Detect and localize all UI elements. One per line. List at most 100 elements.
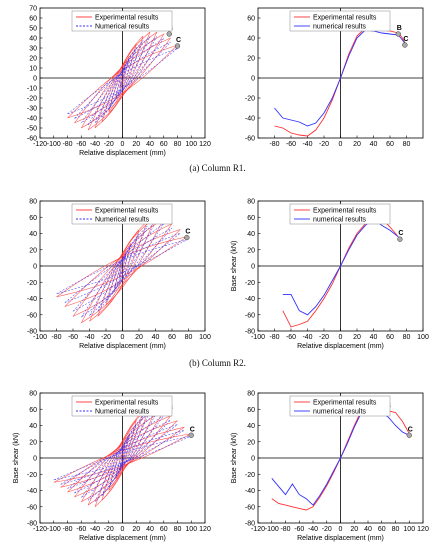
y-tick-label: 20: [247, 247, 255, 254]
y-tick-label: -20: [27, 472, 37, 479]
x-tick-label: -60: [294, 526, 304, 533]
hysteresis-loop-numerical: [74, 41, 171, 119]
hysteresis-loop-experimental: [67, 420, 178, 493]
x-tick-label: 80: [403, 334, 411, 341]
legend: [289, 395, 391, 417]
y-axis-title: Base shear (kN): [231, 241, 238, 292]
x-tick-label: 20: [135, 334, 143, 341]
x-axis-title: Relative displacement (mm): [79, 535, 166, 542]
hysteresis-loop-experimental: [108, 420, 137, 491]
y-tick-label: 60: [29, 407, 37, 414]
hysteresis-loop-numerical: [60, 429, 185, 485]
hysteresis-loop-experimental: [64, 229, 181, 307]
x-tick-label: -40: [302, 334, 312, 341]
x-tick-label: -100: [265, 526, 279, 533]
x-tick-label: 100: [185, 141, 197, 148]
x-tick-label: 0: [121, 141, 125, 148]
legend-label-numerical: numerical results: [313, 217, 366, 224]
legend-label-experimental: Experimental results: [313, 400, 377, 407]
x-axis-title: Relative displacement (mm): [79, 150, 166, 157]
chart-a-right: -80-60-40-20020406080-60-40-200204060ABC…: [245, 7, 424, 148]
chart-c-right: -120 -100 -80 -60 -40 -20 0 20 40 60 80 100 120-80-6…: [231, 391, 429, 543]
x-tick-label: 40: [370, 141, 378, 148]
x-tick-label: 20: [353, 334, 361, 341]
point-label-C: C: [403, 36, 408, 43]
x-tick-label: 40: [370, 334, 378, 341]
x-tick-label: -80: [269, 334, 279, 341]
x-tick-label: 120: [199, 141, 211, 148]
data-layer: [274, 27, 407, 137]
x-tick-label: 80: [392, 526, 400, 533]
y-tick-label: 20: [29, 439, 37, 446]
y-tick-label: -50: [27, 126, 37, 133]
hysteresis-loop-numerical: [87, 36, 158, 126]
x-tick-label: 80: [185, 334, 193, 341]
point-label-C: C: [190, 426, 195, 433]
x-tick-label: -60: [68, 334, 78, 341]
x-tick-label: -40: [90, 526, 100, 533]
legend: [71, 203, 173, 225]
legend: [71, 395, 173, 417]
x-tick-label: 120: [199, 526, 211, 533]
y-tick-label: 0: [251, 76, 255, 83]
y-tick-label: -10: [27, 86, 37, 93]
point-label-B: B: [397, 25, 402, 32]
x-tick-label: 60: [386, 334, 394, 341]
y-tick-label: 40: [247, 231, 255, 238]
x-tick-label: 0: [339, 141, 343, 148]
y-tick-label: 40: [29, 36, 37, 43]
y-tick-label: 40: [247, 423, 255, 430]
x-tick-label: 0: [121, 526, 125, 533]
y-tick-label: 80: [29, 391, 37, 398]
x-tick-label: 20: [350, 526, 358, 533]
y-tick-label: 0: [251, 264, 255, 271]
hysteresis-loop-numerical: [72, 227, 173, 312]
hysteresis-loop-numerical: [108, 47, 137, 109]
x-tick-label: -20: [319, 141, 329, 148]
legend-label-experimental: Experimental results: [95, 400, 159, 407]
y-tick-label: -80: [245, 521, 255, 528]
point-label-C: C: [176, 37, 181, 44]
y-tick-label: -60: [245, 504, 255, 511]
hysteresis-loop-numerical: [74, 419, 171, 494]
hysteresis-loop-experimental: [105, 230, 140, 306]
hysteresis-loop-numerical: [94, 36, 151, 124]
hysteresis-loop-experimental: [94, 31, 151, 129]
x-tick-label: -20: [322, 526, 332, 533]
y-tick-label: 70: [29, 6, 37, 13]
y-tick-label: 60: [247, 215, 255, 222]
legend: [289, 203, 391, 225]
y-tick-label: -30: [27, 106, 37, 113]
caption-a: (a) Column R1.: [189, 163, 246, 173]
x-tick-label: 60: [386, 141, 394, 148]
x-axis-title: Relative displacement (mm): [79, 343, 166, 350]
x-tick-label: -80: [269, 141, 279, 148]
y-tick-label: 80: [247, 391, 255, 398]
y-tick-label: -60: [245, 136, 255, 143]
x-tick-label: -40: [302, 141, 312, 148]
x-tick-label: 20: [132, 526, 140, 533]
x-tick-label: 100: [185, 526, 197, 533]
x-tick-label: -20: [104, 141, 114, 148]
x-tick-label: -80: [62, 141, 72, 148]
x-tick-label: 40: [364, 526, 372, 533]
legend-label-numerical: Numerical results: [95, 217, 150, 224]
x-tick-label: -120: [33, 141, 47, 148]
y-tick-label: -20: [245, 280, 255, 287]
y-tick-label: -80: [27, 329, 37, 336]
legend-label-experimental: Experimental results: [313, 15, 377, 22]
x-tick-label: 100: [403, 526, 415, 533]
legend-label-numerical: numerical results: [313, 409, 366, 416]
hysteresis-loop-numerical: [101, 40, 144, 118]
y-tick-label: 60: [29, 16, 37, 23]
x-tick-label: -40: [84, 334, 94, 341]
x-tick-label: 60: [378, 526, 386, 533]
legend-label-experimental: Experimental results: [313, 208, 377, 215]
x-tick-label: -100: [33, 334, 47, 341]
x-tick-label: -60: [286, 141, 296, 148]
point-marker-C: [188, 432, 194, 438]
x-tick-label: -40: [90, 141, 100, 148]
x-tick-label: 100: [417, 334, 429, 341]
legend-label-numerical: Numerical results: [95, 409, 150, 416]
hysteresis-loop-numerical: [119, 67, 126, 88]
